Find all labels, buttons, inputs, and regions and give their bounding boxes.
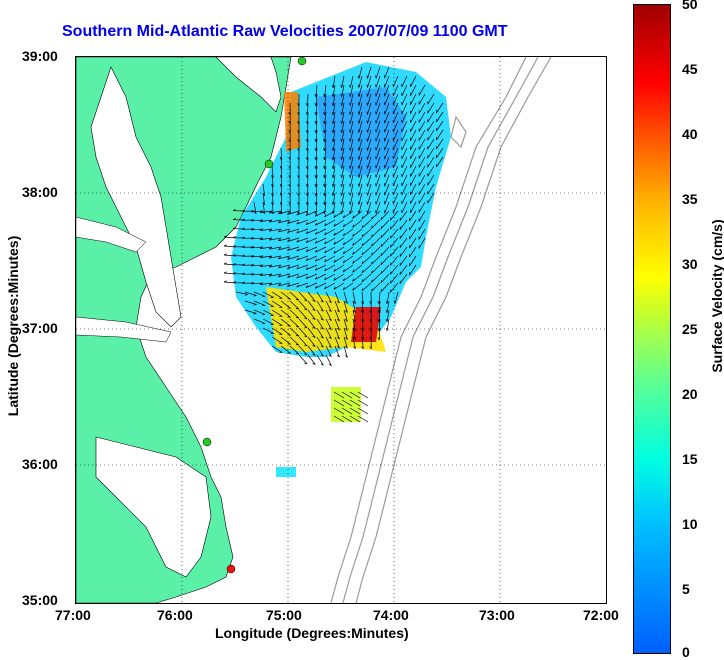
- colorbar-tick: 40: [682, 126, 698, 142]
- colorbar-tick: 50: [682, 0, 698, 12]
- x-tick-label: 75:00: [266, 607, 302, 623]
- velocity-arrowhead: [376, 138, 377, 141]
- velocity-arrowhead: [288, 344, 291, 345]
- velocity-isolated-cell: [276, 467, 296, 477]
- velocity-arrowhead: [376, 75, 377, 78]
- y-tick-label: 37:00: [22, 320, 58, 336]
- velocity-nearshore-patch: [284, 92, 301, 152]
- station-marker-green: [203, 438, 211, 446]
- velocity-arrowhead: [376, 183, 377, 186]
- velocity-arrow: [326, 355, 331, 366]
- y-axis-label: Latitude (Degrees:Minutes): [5, 231, 21, 421]
- colorbar-tick: 5: [682, 581, 690, 597]
- velocity-arrowhead: [376, 147, 377, 150]
- velocity-arrowhead: [288, 335, 291, 336]
- colorbar-tick: 20: [682, 386, 698, 402]
- velocity-arrowhead: [376, 156, 377, 159]
- colorbar-tick: 15: [682, 451, 698, 467]
- velocity-arrowhead: [386, 328, 387, 331]
- x-axis-label: Longitude (Degrees:Minutes): [215, 625, 409, 641]
- colorbar-tick: 0: [682, 644, 690, 660]
- velocity-arrowhead: [376, 102, 377, 105]
- y-tick-label: 39:00: [22, 48, 58, 64]
- colorbar-tick: 25: [682, 321, 698, 337]
- x-tick-label: 73:00: [479, 607, 515, 623]
- velocity-arrowhead: [376, 120, 377, 123]
- velocity-arrowhead: [376, 174, 377, 177]
- velocity-arrowhead: [376, 210, 377, 213]
- x-tick-label: 74:00: [373, 607, 409, 623]
- y-tick-label: 38:00: [22, 184, 58, 200]
- velocity-arrowhead: [376, 129, 377, 132]
- y-tick-label: 35:00: [22, 592, 58, 608]
- colorbar-tick: 35: [682, 191, 698, 207]
- velocity-arrowhead: [288, 308, 291, 309]
- colorbar: [633, 4, 671, 654]
- station-marker-green: [265, 160, 273, 168]
- velocity-arrowhead: [288, 299, 291, 300]
- colorbar-tick: 10: [682, 516, 698, 532]
- station-marker-green: [298, 57, 306, 65]
- velocity-arrowhead: [376, 93, 377, 96]
- station-marker-red: [227, 565, 235, 573]
- velocity-arrow: [308, 202, 309, 214]
- colorbar-tick: 45: [682, 61, 698, 77]
- y-tick-label: 36:00: [22, 456, 58, 472]
- x-tick-label: 76:00: [157, 607, 193, 623]
- velocity-arrowhead: [376, 84, 377, 87]
- colorbar-tick: 30: [682, 256, 698, 272]
- map-title: Southern Mid-Atlantic Raw Velocities 200…: [62, 23, 508, 41]
- x-tick-label: 77:00: [55, 607, 91, 623]
- velocity-arrowhead: [376, 165, 377, 168]
- map-svg: [76, 57, 606, 603]
- colorbar-label: Surface Velocity (cm/s): [709, 196, 724, 396]
- x-tick-label: 72:00: [583, 607, 619, 623]
- velocity-arrowhead: [376, 201, 377, 204]
- velocity-arrowhead: [376, 111, 377, 114]
- map-plot-area[interactable]: [75, 56, 607, 604]
